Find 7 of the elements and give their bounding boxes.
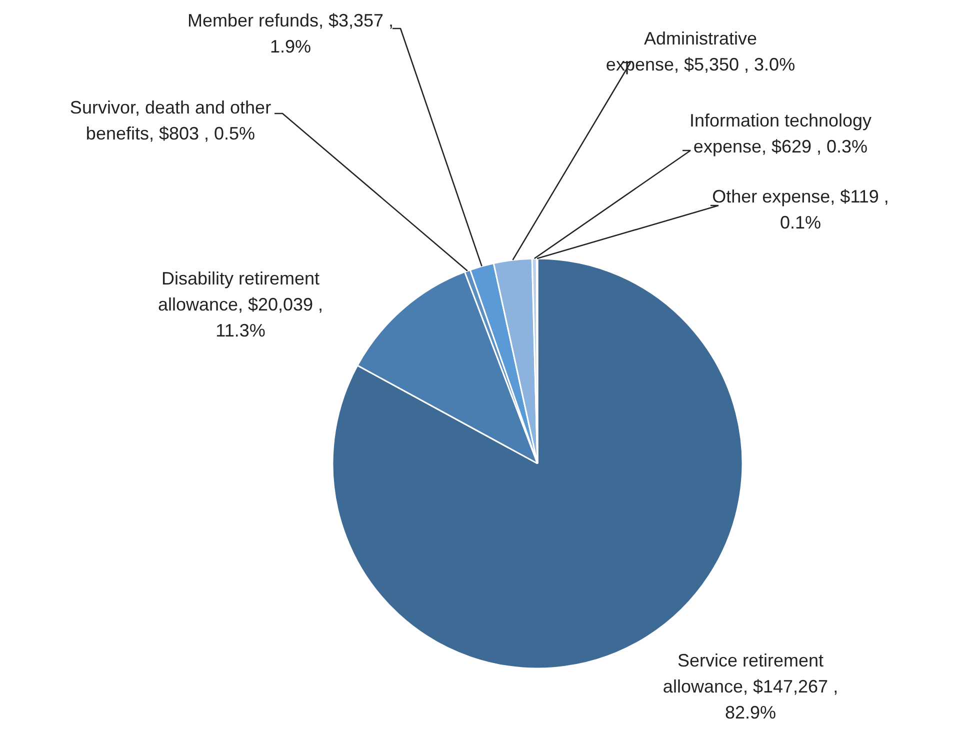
- slice-label: Service retirement allowance, $147,267 , 82.9%: [662, 650, 838, 722]
- slice-label: Other expense, $119 , 0.1%: [712, 186, 889, 232]
- slice-label: Member refunds, $3,357 , 1.9%: [187, 10, 394, 56]
- slice-label: Information technology expense, $629 , 0.3%: [689, 110, 872, 156]
- slice-label: Survivor, death and other benefits, $803 , 0.5%: [70, 98, 272, 144]
- slice-label: Administrative expense, $5,350 , 3.0%: [606, 28, 796, 74]
- slice-label: Disability retirement allowance, $20,039 , 11.3%: [158, 268, 324, 340]
